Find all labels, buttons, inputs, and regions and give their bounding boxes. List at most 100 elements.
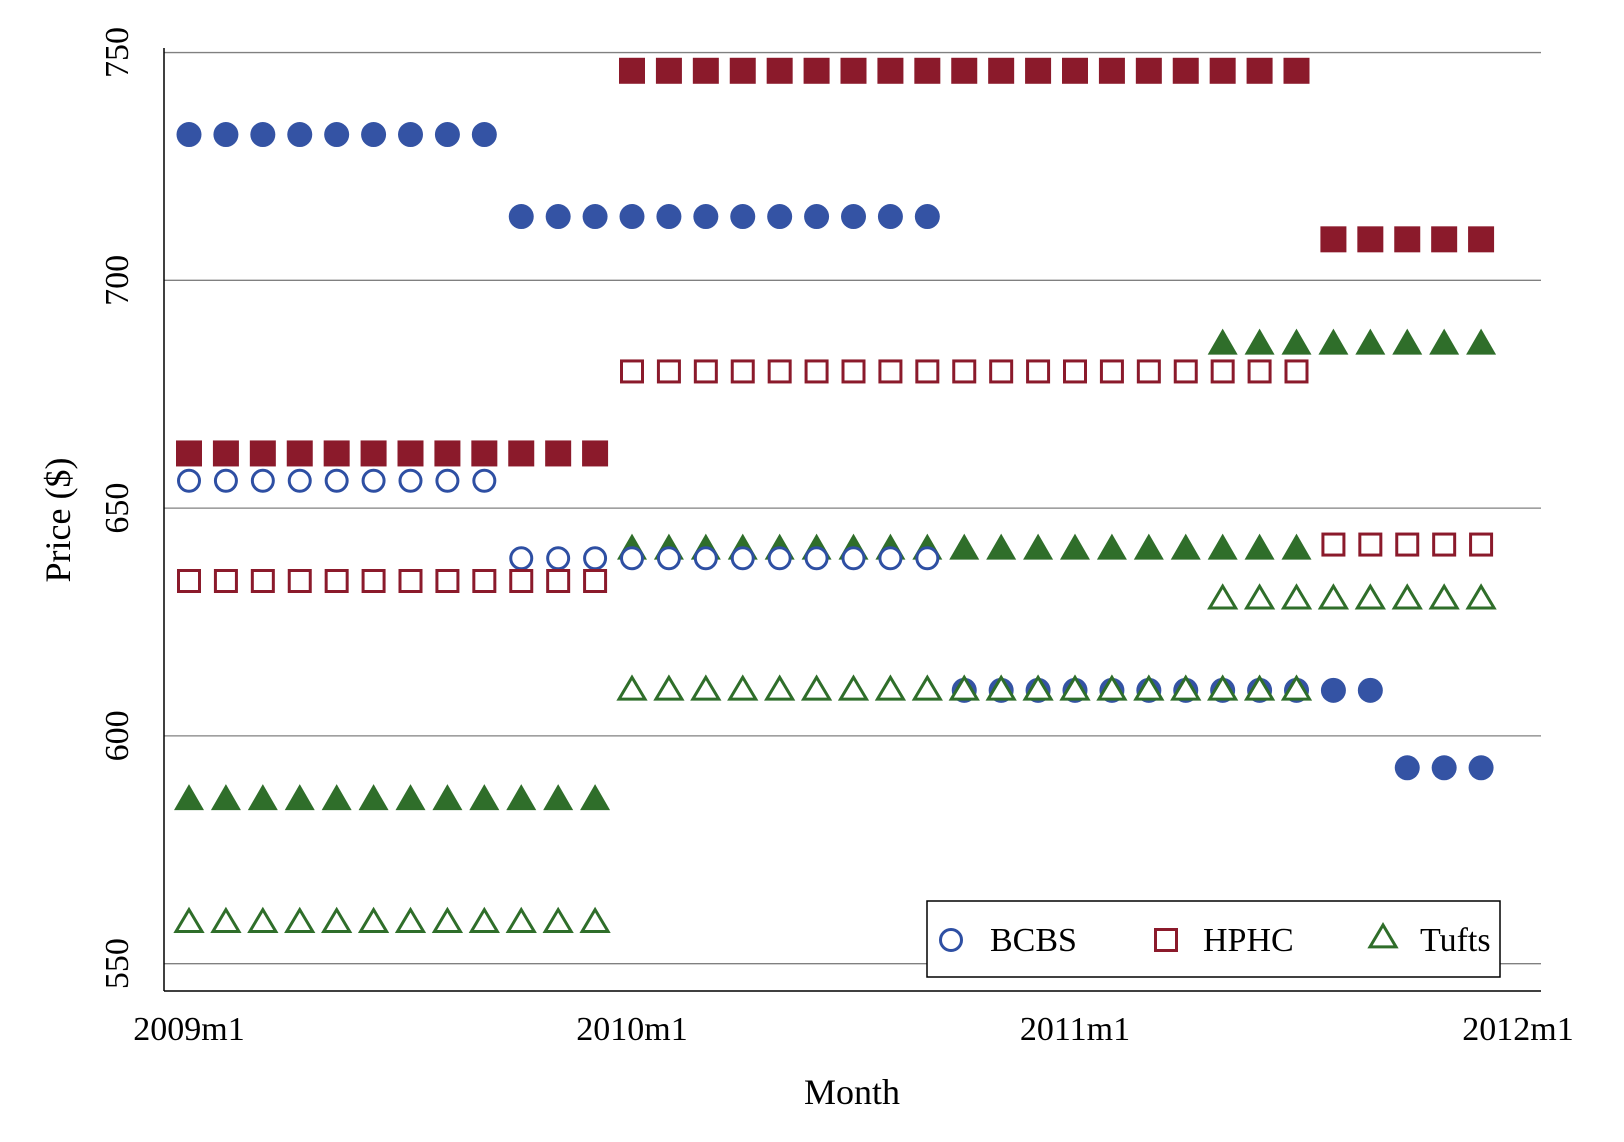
- point-hphc-filled-33: [1394, 226, 1421, 253]
- point-bcbs-hollow-13: [656, 546, 681, 571]
- point-hphc-filled-4: [323, 440, 350, 467]
- point-tufts-hollow-22: [985, 674, 1017, 701]
- point-hphc-hollow-9: [509, 569, 534, 593]
- legend-marker-bcbs: [939, 928, 963, 952]
- point-hphc-filled-3: [286, 440, 313, 467]
- point-bcbs-filled-33: [1394, 755, 1420, 781]
- point-tufts-hollow-32: [1243, 583, 1276, 610]
- point-tufts-hollow-26: [1133, 674, 1165, 701]
- point-bcbs-hollow-1: [213, 468, 238, 493]
- point-hphc-filled-32: [1357, 226, 1384, 253]
- point-hphc-filled-1: [212, 440, 239, 467]
- point-tufts-hollow-8: [468, 906, 500, 933]
- x-axis-title: Month: [804, 1072, 900, 1112]
- point-bcbs-hollow-5: [361, 468, 386, 493]
- point-bcbs-hollow-7: [435, 468, 460, 493]
- point-bcbs-hollow-8: [472, 468, 497, 493]
- point-bcbs-hollow-14: [693, 546, 718, 571]
- point-tufts-hollow-12: [616, 674, 648, 701]
- point-tufts-hollow-33: [1280, 583, 1313, 610]
- point-hphc-hollow-10: [546, 569, 571, 593]
- point-hphc-hollow-14: [693, 359, 718, 384]
- point-bcbs-filled-8: [471, 122, 497, 148]
- point-tufts-hollow-20: [911, 674, 943, 701]
- point-tufts-filled-24: [1060, 533, 1090, 560]
- point-hphc-hollow-21: [952, 359, 977, 384]
- point-hphc-hollow-27: [1173, 359, 1198, 384]
- point-tufts-hollow-37: [1428, 583, 1460, 610]
- point-hphc-hollow-29: [1247, 359, 1272, 384]
- y-tick-label-600: 600: [99, 710, 136, 761]
- point-hphc-filled-26: [1135, 57, 1162, 84]
- point-hphc-filled-20: [914, 57, 941, 84]
- point-bcbs-hollow-10: [546, 546, 571, 571]
- point-bcbs-filled-6: [398, 122, 423, 148]
- point-tufts-hollow-16: [764, 674, 796, 701]
- point-tufts-filled-11: [580, 784, 611, 811]
- point-tufts-filled-22: [986, 533, 1017, 560]
- legend-label-bcbs: BCBS: [990, 922, 1077, 959]
- grid-lines: [164, 51, 1541, 965]
- point-bcbs-filled-0: [176, 122, 202, 148]
- point-hphc-filled-9: [508, 440, 535, 467]
- point-hphc-filled-13: [655, 57, 682, 84]
- point-tufts-hollow-6: [394, 906, 427, 933]
- point-tufts-hollow-30: [1280, 674, 1313, 701]
- point-hphc-hollow-8: [472, 569, 497, 593]
- point-hphc-filled-16: [766, 57, 793, 84]
- point-tufts-filled-26: [1133, 533, 1164, 560]
- point-bcbs-filled-18: [841, 204, 866, 230]
- point-hphc-filled-28: [1209, 57, 1236, 84]
- point-bcbs-filled-5: [361, 122, 387, 148]
- y-tick-label-550: 550: [99, 938, 136, 989]
- point-bcbs-filled-34: [1431, 755, 1457, 781]
- point-bcbs-hollow-18: [841, 546, 866, 571]
- point-tufts-hollow-5: [357, 906, 390, 933]
- point-tufts-filled-31: [1207, 328, 1238, 355]
- point-hphc-hollow-7: [435, 569, 460, 593]
- legend-box: [926, 900, 1501, 978]
- point-tufts-filled-30: [1281, 533, 1312, 560]
- point-tufts-hollow-18: [837, 674, 870, 701]
- point-tufts-hollow-0: [173, 906, 205, 933]
- point-bcbs-hollow-19: [878, 546, 903, 571]
- point-tufts-filled-7: [432, 784, 463, 811]
- point-tufts-hollow-21: [948, 674, 980, 701]
- point-hphc-hollow-24: [1063, 359, 1087, 384]
- point-tufts-filled-37: [1429, 328, 1460, 355]
- point-tufts-hollow-34: [1317, 583, 1350, 610]
- point-hphc-filled-27: [1172, 57, 1199, 84]
- point-tufts-filled-3: [284, 784, 315, 811]
- point-hphc-filled-31: [1320, 226, 1347, 253]
- point-tufts-filled-23: [1023, 533, 1054, 560]
- point-tufts-filled-8: [469, 784, 500, 811]
- point-hphc-hollow-5: [361, 569, 386, 593]
- point-bcbs-filled-14: [693, 204, 719, 230]
- point-tufts-filled-25: [1096, 533, 1127, 560]
- point-tufts-filled-29: [1244, 533, 1275, 560]
- point-tufts-hollow-11: [579, 906, 611, 933]
- point-hphc-filled-2: [249, 440, 276, 467]
- point-bcbs-filled-13: [656, 204, 682, 230]
- axes: [163, 48, 1541, 992]
- point-tufts-filled-10: [543, 784, 574, 811]
- point-hphc-hollow-0: [177, 569, 201, 593]
- point-hphc-filled-17: [803, 57, 830, 84]
- point-tufts-hollow-38: [1465, 583, 1497, 610]
- point-bcbs-filled-1: [213, 122, 239, 148]
- legend: BCBS HPHC Tufts: [926, 900, 1501, 978]
- point-hphc-filled-19: [877, 57, 904, 84]
- point-hphc-filled-15: [729, 57, 756, 84]
- x-tick-label-2011m1: 2011m1: [1020, 1011, 1130, 1048]
- point-tufts-filled-21: [949, 533, 980, 560]
- point-hphc-hollow-28: [1210, 359, 1235, 384]
- point-tufts-hollow-9: [505, 906, 537, 933]
- point-hphc-hollow-32: [1358, 532, 1383, 557]
- point-bcbs-filled-31: [1320, 677, 1346, 703]
- point-tufts-filled-32: [1244, 328, 1275, 355]
- point-hphc-filled-6: [397, 440, 424, 467]
- x-tick-label-2009m1: 2009m1: [133, 1011, 244, 1048]
- point-bcbs-filled-10: [545, 204, 571, 230]
- point-tufts-hollow-28: [1207, 674, 1239, 701]
- point-tufts-filled-38: [1466, 328, 1497, 355]
